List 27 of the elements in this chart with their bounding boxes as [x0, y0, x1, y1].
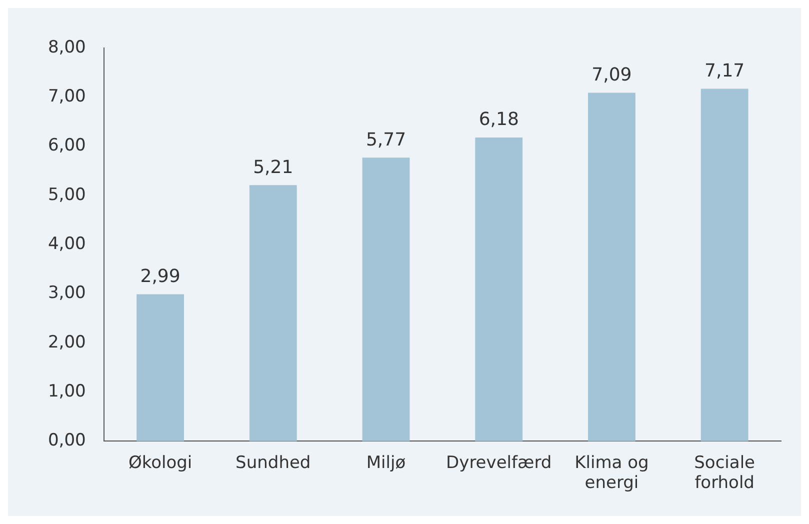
data-label: 6,18 [478, 109, 519, 130]
bar [362, 158, 410, 442]
y-tick-label: 5,00 [48, 184, 86, 205]
bar [249, 185, 297, 442]
data-label: 7,17 [704, 60, 745, 82]
y-tick-label: 2,00 [48, 332, 86, 352]
data-label: 5,77 [366, 129, 406, 150]
y-tick-label: 3,00 [48, 283, 86, 304]
data-label: 5,21 [253, 156, 294, 178]
bar [475, 137, 523, 442]
bar [700, 88, 748, 442]
x-tick-label: Miljø [366, 452, 406, 473]
bar [136, 294, 184, 442]
y-tick-label: 7,00 [48, 86, 86, 107]
y-tick-label: 1,00 [48, 381, 86, 402]
y-tick-label: 0,00 [48, 430, 86, 451]
x-tick-label: Økologi [128, 452, 192, 473]
data-label: 7,09 [592, 64, 632, 86]
x-tick-label: Sociale forhold [694, 452, 756, 494]
y-tick-label: 6,00 [48, 136, 86, 156]
x-tick-label: Klima og energi [574, 452, 649, 494]
x-tick-label: Dyrevelfærd [446, 452, 552, 473]
x-tick-label: Sundhed [236, 452, 311, 473]
y-tick-label: 8,00 [48, 37, 86, 58]
y-tick-label: 4,00 [48, 234, 86, 254]
bar [588, 92, 636, 442]
data-label: 2,99 [140, 266, 180, 287]
